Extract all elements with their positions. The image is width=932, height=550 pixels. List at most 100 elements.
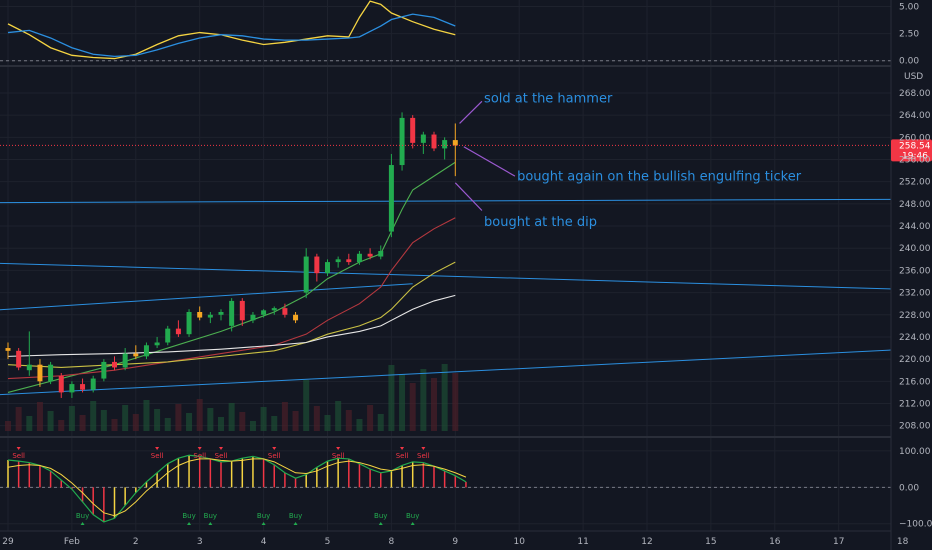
sell-signal-label: Sell	[332, 452, 345, 460]
sell-arrow-icon	[155, 447, 160, 450]
volume-bar	[111, 419, 118, 431]
volume-bar	[324, 415, 331, 431]
time-tick-label: 8	[389, 537, 395, 547]
candle-body	[367, 253, 373, 257]
buy-signal-label: Buy	[406, 512, 419, 520]
candle-body	[218, 312, 224, 315]
sell-signal-label: Sell	[417, 452, 430, 460]
time-axis[interactable]: 29Feb2345891011121516171819	[0, 530, 932, 547]
candle-body	[420, 134, 426, 143]
sell-signal-label: Sell	[215, 452, 228, 460]
volume-bar	[249, 421, 256, 431]
volume-bar	[377, 414, 384, 431]
price-axis-background	[891, 0, 932, 550]
volume-bar	[260, 407, 267, 431]
candle-body	[250, 314, 256, 321]
candle-body	[207, 314, 213, 318]
volume-bar	[175, 404, 182, 431]
sell-arrow-icon	[336, 447, 341, 450]
price-tick-label: 216.00	[899, 377, 931, 387]
sell-arrow-icon	[197, 447, 202, 450]
sell-arrow-icon	[400, 447, 405, 450]
price-tick-label: 268.00	[899, 89, 931, 99]
trendlines[interactable]	[0, 198, 932, 397]
buy-arrow-icon	[187, 522, 192, 525]
sell-signal-label: Sell	[12, 452, 25, 460]
time-tick-label: 2	[133, 537, 139, 547]
annotation-text[interactable]: bought at the dip	[484, 215, 597, 230]
candle-body	[37, 364, 43, 382]
volume-bars	[5, 364, 459, 431]
candle-body	[90, 378, 96, 390]
time-tick-label: 10	[513, 537, 525, 547]
volume-bar	[68, 406, 75, 431]
volume-bar	[281, 402, 288, 431]
annotation-text[interactable]: bought again on the bullish engulfing ti…	[517, 170, 802, 185]
volume-bar	[79, 415, 86, 431]
candle-body	[58, 375, 64, 393]
candle-body	[186, 312, 192, 335]
volume-bar	[313, 406, 320, 431]
price-tick-label: 0.00	[899, 483, 919, 493]
sell-arrow-icon	[421, 447, 426, 450]
volume-bar	[452, 373, 459, 431]
candle-body	[410, 117, 416, 143]
trendline	[0, 283, 413, 311]
price-tick-label: 2.50	[899, 30, 919, 40]
price-tick-label: 264.00	[899, 111, 931, 121]
volume-bar	[431, 378, 437, 431]
sell-arrow-icon	[219, 447, 223, 450]
price-pane[interactable]: sold at the hammer bought again on the bu…	[0, 91, 932, 431]
time-tick-label: 18	[897, 537, 909, 547]
moving-average-line	[7, 161, 456, 393]
countdown-label: 19:46	[902, 151, 928, 161]
volume-bar	[409, 383, 416, 431]
candle-body	[16, 350, 22, 368]
candle-body	[197, 312, 203, 318]
candle-body	[356, 253, 362, 263]
time-tick-label: 17	[833, 537, 844, 547]
price-tick-label: 260.00	[899, 133, 931, 143]
candle-body	[112, 361, 117, 368]
annotation-pointer	[459, 100, 483, 124]
oscillator-line	[7, 13, 456, 58]
volume-bar	[420, 369, 427, 431]
price-tick-label: 208.00	[899, 422, 931, 432]
volume-bar	[58, 420, 65, 431]
sell-signal-label: Sell	[268, 452, 281, 460]
volume-bar	[292, 411, 299, 431]
price-tick-label: 232.00	[899, 289, 931, 299]
volume-bar	[132, 414, 139, 431]
buy-signal-label: Buy	[76, 512, 89, 520]
top-oscillator-pane[interactable]	[7, 0, 456, 60]
volume-bar	[196, 399, 203, 431]
last-price-label: 258.54	[899, 141, 931, 151]
candle-body	[165, 328, 171, 343]
candle-body	[122, 353, 128, 368]
price-tick-label: 240.00	[899, 244, 931, 254]
chart-grid	[0, 0, 904, 531]
pane-separators[interactable]	[0, 65, 891, 438]
volume-bar	[218, 417, 224, 431]
candle-body	[335, 259, 341, 263]
price-tick-label: 236.00	[899, 266, 931, 276]
candle-body	[378, 251, 384, 257]
volume-bar	[5, 421, 11, 431]
sell-signal-label: Sell	[396, 452, 409, 460]
bottom-oscillator-pane[interactable]: Sell Buy Sell Sell Sell Buy Buy Sell Buy Buy Sell S…	[7, 447, 467, 525]
annotations[interactable]: sold at the hammer bought again on the bu…	[454, 91, 802, 230]
price-tick-label: 228.00	[899, 311, 931, 321]
annotation-text[interactable]: sold at the hammer	[484, 91, 613, 106]
volume-bar	[164, 418, 171, 431]
annotation-pointer	[463, 146, 516, 177]
price-tick-label: 256.00	[899, 156, 931, 166]
time-tick-label: 5	[325, 537, 331, 547]
volume-bar	[441, 364, 448, 431]
candle-body	[293, 314, 299, 321]
price-axis[interactable]: USD 258.54 19:46 5.00 2.50 0.00 268.00 264.0…	[890, 0, 932, 550]
volume-bar	[335, 401, 342, 431]
volume-bar	[47, 411, 54, 431]
moving-average-line	[7, 294, 456, 357]
volume-bar	[271, 416, 278, 431]
